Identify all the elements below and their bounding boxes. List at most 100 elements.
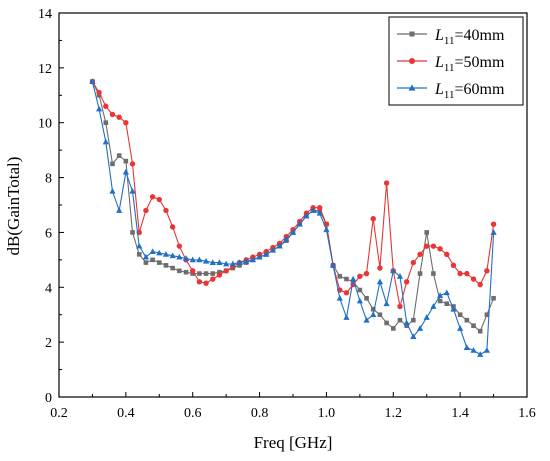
data-point [263,251,270,257]
data-point [109,111,116,118]
data-point [457,325,464,331]
data-point [276,242,283,249]
data-point [464,270,470,277]
data-point [163,263,169,268]
x-tick-label: 1.2 [385,406,403,421]
data-point [129,161,136,167]
data-point [243,257,250,264]
data-point [303,212,310,219]
data-point [477,351,484,357]
data-point [256,253,263,260]
data-point [356,297,363,304]
data-point [136,252,142,257]
data-point [337,274,343,279]
x-axis-title: Freq [GHz] [254,433,333,452]
data-point [96,105,103,112]
data-point [483,347,490,353]
legend-label-value: =40mm [455,27,505,44]
data-point [317,205,323,211]
x-tick-label: 1.0 [318,406,336,421]
data-point [396,273,404,279]
data-point [490,229,497,235]
data-point [490,221,497,227]
data-point [176,243,183,249]
x-tick-label: 1.6 [518,406,536,421]
data-point [370,216,376,222]
legend-marker [409,31,415,37]
data-point [203,280,209,286]
data-point [383,180,390,186]
axes: 0.2 0.4 0.6 0.8 1.0 1.2 1.4 1.6 0 2 4 6 8 10 12 14 [38,7,536,421]
data-point [116,207,123,213]
data-point [477,281,483,288]
data-point [190,268,196,274]
data-point [336,294,343,301]
data-point [129,187,136,194]
series-1 [90,79,496,334]
legend-label-main: L [434,27,444,44]
data-point [377,265,383,271]
data-point [390,267,397,274]
legend-label-value: =50mm [455,54,505,71]
data-point [162,251,170,257]
data-point [149,248,156,255]
data-point [169,224,176,230]
data-point [236,259,243,265]
data-point [403,319,410,326]
data-point [410,259,417,266]
data-point [457,270,463,277]
data-point [416,325,424,331]
data-point [377,312,383,318]
y-tick-label: 4 [45,281,52,296]
data-point [217,269,222,275]
data-point [143,260,149,265]
data-point [190,271,196,276]
data-point [209,259,216,265]
data-point [437,246,443,252]
data-point [122,168,129,175]
data-point [156,196,162,203]
data-point [103,103,109,109]
data-point [123,120,129,126]
data-point [477,328,483,334]
data-point [116,114,122,120]
x-tick-label: 0.4 [117,406,135,421]
y-axis-title: dB(GainTotal) [4,157,23,256]
data-point [196,279,203,285]
data-point [110,161,115,167]
data-point [189,256,196,263]
data-point [316,209,323,216]
plot-area [89,78,497,357]
data-point [444,301,450,307]
data-point [130,230,135,235]
data-point [323,226,330,233]
y-tick-label: 8 [45,172,52,187]
data-point [289,229,297,235]
data-point [403,279,410,285]
data-point [210,271,216,276]
data-point [223,260,230,267]
data-point [484,312,490,318]
data-point [470,347,477,353]
data-point [404,323,409,328]
data-point [364,295,369,301]
data-point [397,303,403,310]
data-point [136,242,143,249]
data-point [143,207,149,214]
legend-marker [409,58,415,64]
data-point [116,153,122,158]
series-3 [89,78,497,357]
data-point [424,230,430,235]
data-point [229,260,236,267]
data-point [357,287,363,293]
data-point [436,292,444,298]
y-tick-label: 6 [45,226,52,241]
y-tick-label: 10 [38,117,52,132]
data-point [149,194,156,200]
data-point [203,271,209,276]
data-point [464,317,470,323]
data-point [470,276,477,282]
data-point [330,262,337,268]
